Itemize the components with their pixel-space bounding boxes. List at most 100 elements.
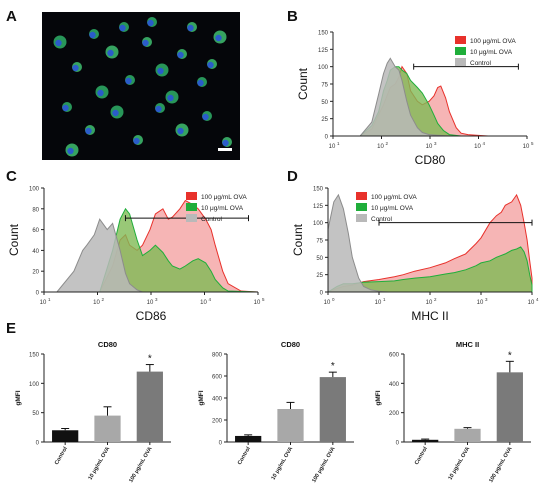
bar-chart-cd80-1: CD80 0 50 100 150 Control 10 μg/mL OVA 100 μg/m… <box>15 340 171 484</box>
bar-chart-cd80-2: CD80 0 200 400 600 800 Control 10 μg/mL OVA 100 … <box>198 340 354 484</box>
x-tick-exponent: 4 <box>536 297 539 302</box>
y-axis-title: Count <box>296 67 310 100</box>
panel-label-b: B <box>287 8 298 25</box>
cell-nucleus-blue <box>155 105 162 113</box>
y-tick-label: 75 <box>316 239 323 245</box>
y-tick-label: 50 <box>321 100 328 106</box>
x-tick-exponent: 3 <box>485 297 488 302</box>
cell-nucleus-blue <box>187 24 194 32</box>
y-tick-label: 600 <box>212 375 223 381</box>
x-tick-exponent: 3 <box>434 141 437 146</box>
y-tick-label: 125 <box>313 204 324 210</box>
legend-label: 10 μg/mL OVA <box>371 205 414 212</box>
y-tick-label: 0 <box>320 291 324 297</box>
x-tick-exponent: 4 <box>483 141 486 146</box>
significance-marker: * <box>148 354 152 365</box>
y-tick-label: 75 <box>321 83 328 89</box>
cell-nucleus-blue <box>67 147 74 155</box>
significance-marker: * <box>331 361 335 372</box>
x-tick-label: Control <box>237 446 252 466</box>
bar <box>412 439 439 442</box>
cell-nucleus-blue <box>119 24 126 32</box>
chart-title: CD80 <box>281 340 300 349</box>
cell-nucleus-blue <box>177 127 184 135</box>
y-tick-label: 0 <box>396 441 400 447</box>
y-tick-label: 100 <box>29 187 40 193</box>
x-tick-label: 10 <box>93 300 100 306</box>
y-tick-label: 100 <box>318 65 329 71</box>
y-axis-title: gMFI <box>375 390 382 405</box>
panel-label-a: A <box>6 8 17 25</box>
x-tick-exponent: 5 <box>531 141 534 146</box>
cell-nucleus-blue <box>202 113 209 121</box>
y-tick-label: 0 <box>325 135 329 141</box>
x-axis-title: MHC II <box>411 309 448 323</box>
panel-label-d: D <box>287 168 298 185</box>
cell-nucleus-blue <box>157 67 164 75</box>
x-tick-exponent: 5 <box>262 297 265 302</box>
bar <box>277 409 304 442</box>
y-tick-label: 80 <box>32 207 39 213</box>
cell-nucleus-blue <box>177 51 184 59</box>
bar <box>52 430 79 442</box>
y-tick-label: 600 <box>389 353 400 359</box>
x-tick-exponent: 2 <box>434 297 437 302</box>
x-tick-label: 10 <box>324 300 331 306</box>
cell-nucleus-blue <box>55 39 62 47</box>
legend-label: Control <box>201 216 223 223</box>
bar <box>136 371 163 442</box>
bar <box>319 377 346 442</box>
legend-swatch <box>186 192 197 200</box>
legend-label: 100 μg/mL OVA <box>201 194 247 201</box>
cell-nucleus-blue <box>85 127 92 135</box>
legend-swatch <box>455 47 466 55</box>
y-tick-label: 50 <box>316 256 323 262</box>
y-tick-label: 20 <box>32 270 39 276</box>
y-tick-label: 100 <box>313 221 324 227</box>
y-tick-label: 0 <box>219 441 223 447</box>
cell-nucleus-blue <box>89 31 96 39</box>
x-tick-label: 100 μg/mL OVA <box>128 446 153 484</box>
x-tick-label: 100 μg/mL OVA <box>488 446 513 484</box>
legend-swatch <box>455 58 466 66</box>
cell-nucleus-blue <box>62 104 69 112</box>
x-tick-exponent: 3 <box>155 297 158 302</box>
x-tick-exponent: 4 <box>209 297 212 302</box>
cell-nucleus-blue <box>167 94 174 102</box>
y-tick-label: 150 <box>29 353 40 359</box>
x-tick-label: 10 <box>474 144 481 150</box>
x-tick-label: 10 <box>147 300 154 306</box>
legend-label: Control <box>470 60 492 67</box>
x-tick-label: 10 μg/mL OVA <box>87 446 111 481</box>
x-tick-label: 10 <box>426 144 433 150</box>
y-tick-label: 125 <box>318 48 329 54</box>
cell-nucleus-blue <box>133 137 140 145</box>
x-tick-exponent: 1 <box>337 141 340 146</box>
x-tick-label: Control <box>414 446 429 466</box>
cell-nucleus-blue <box>147 19 154 27</box>
series-green-area <box>326 246 533 293</box>
y-tick-label: 0 <box>36 441 40 447</box>
chart-title: CD80 <box>98 340 117 349</box>
x-tick-label: 10 <box>375 300 382 306</box>
y-tick-label: 400 <box>212 397 223 403</box>
y-tick-label: 25 <box>321 117 328 123</box>
legend-swatch <box>356 192 367 200</box>
x-tick-label: 10 <box>477 300 484 306</box>
cell-nucleus-blue <box>125 77 132 85</box>
x-tick-label: 10 μg/mL OVA <box>270 446 294 481</box>
y-axis-title: gMFI <box>198 390 205 405</box>
x-tick-label: 10 <box>377 144 384 150</box>
scale-bar <box>218 148 232 151</box>
y-axis-title: Count <box>7 223 21 256</box>
x-tick-label: 10 <box>40 300 47 306</box>
cell-nucleus-blue <box>222 139 229 147</box>
cell-nucleus-blue <box>112 109 119 117</box>
x-axis-title: CD86 <box>136 309 167 323</box>
bar-chart-mhcii: MHC II 0 200 400 600 Control 10 μg/mL OVA 100 μ… <box>375 340 531 484</box>
cell-nucleus-blue <box>197 79 204 87</box>
cell-nucleus-blue <box>215 34 222 42</box>
x-tick-label: 10 <box>200 300 207 306</box>
x-tick-label: 10 <box>528 300 535 306</box>
